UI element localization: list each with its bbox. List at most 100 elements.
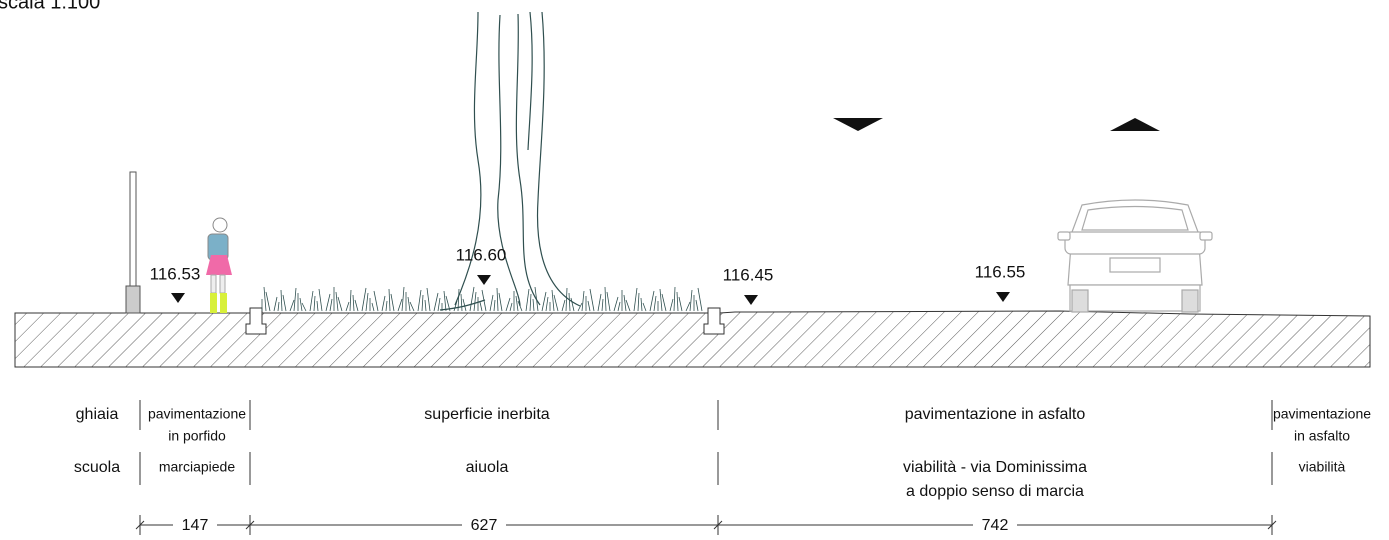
grass-blade xyxy=(401,286,405,312)
grass-blade xyxy=(640,297,643,312)
grass-blade xyxy=(633,287,638,312)
dimension-label-bg xyxy=(973,515,1017,535)
use-label: scuola xyxy=(74,459,120,476)
grass-blade xyxy=(280,289,283,312)
grass-blade xyxy=(589,288,595,312)
grass-blade xyxy=(293,287,297,312)
grass-blade xyxy=(642,302,647,312)
grass-blade xyxy=(505,297,511,312)
elevation-label: 116.60 xyxy=(456,245,507,264)
grass-blade xyxy=(509,302,513,312)
grass-blade xyxy=(613,296,619,312)
elevation-marker xyxy=(744,295,758,305)
grass-blade xyxy=(695,299,699,312)
grass-blade xyxy=(493,299,496,312)
grass-blade xyxy=(669,298,674,312)
grass-blade xyxy=(649,290,655,312)
grass-blade xyxy=(689,289,693,312)
grass-blade xyxy=(309,290,314,312)
grass-blade xyxy=(551,289,555,312)
dimension-tick xyxy=(1267,520,1277,530)
dimension-tick xyxy=(135,520,145,530)
elevation-label: 116.45 xyxy=(723,265,774,284)
use-label: viabilità xyxy=(1299,459,1346,475)
grass-blade xyxy=(601,298,604,312)
grass-blade xyxy=(385,300,388,312)
grass-blade xyxy=(388,288,391,312)
grass-blade xyxy=(282,294,287,312)
elevation-label: 116.53 xyxy=(150,264,201,283)
pole-base xyxy=(125,285,141,314)
grass-blade xyxy=(685,301,691,312)
grass-blade xyxy=(417,289,422,312)
grass-blade xyxy=(424,299,427,312)
grass-blade xyxy=(462,298,467,312)
grass-blade xyxy=(473,291,477,312)
grass-blade xyxy=(352,294,355,312)
grass-blade xyxy=(697,287,703,312)
dimension-label-bg xyxy=(173,515,217,535)
grass-blade xyxy=(299,297,303,312)
grass-blade xyxy=(570,297,575,312)
person xyxy=(206,217,232,313)
grass-blade xyxy=(361,287,367,312)
grass-blade xyxy=(673,286,676,312)
grass-blade xyxy=(625,299,631,312)
grass-blade xyxy=(661,293,667,312)
grass-blade xyxy=(263,286,267,312)
tree-trunk xyxy=(439,11,581,311)
grass-blade xyxy=(354,299,359,312)
grass-blade xyxy=(498,292,503,312)
grass-blade xyxy=(301,302,307,312)
grass-blade xyxy=(534,286,539,312)
elevation-marker xyxy=(996,292,1010,302)
grass-blade xyxy=(623,294,627,312)
grass-blade xyxy=(426,287,431,312)
material-label: in asfalto xyxy=(1294,428,1350,444)
direction-arrow xyxy=(833,118,883,131)
elevation-label: 116.55 xyxy=(975,262,1026,281)
grass-blade xyxy=(568,292,571,312)
grass-blade xyxy=(345,301,350,312)
curb xyxy=(245,307,267,335)
material-label: pavimentazione xyxy=(148,406,246,422)
dimension-label-bg xyxy=(462,515,506,535)
grass-blade xyxy=(525,288,530,312)
material-label: pavimentazione in asfalto xyxy=(905,406,1086,423)
grass-blade xyxy=(373,290,379,312)
grass-blade xyxy=(496,287,499,312)
grass-blade xyxy=(515,295,519,312)
grass-blade xyxy=(532,298,535,312)
grass-blade xyxy=(453,300,458,312)
use-label: viabilità - via Dominissima xyxy=(903,459,1087,476)
grass-blade xyxy=(371,302,375,312)
grass-blade xyxy=(545,296,549,312)
grass-blade xyxy=(313,295,316,312)
grass-blade xyxy=(335,291,339,312)
ground-section xyxy=(14,310,1371,368)
grass-blade xyxy=(325,293,331,312)
grass-blade xyxy=(407,296,411,312)
scale-label: scala 1:100 xyxy=(0,0,100,13)
dimension-tick xyxy=(245,520,255,530)
grass-blade xyxy=(517,300,523,312)
grass-blade xyxy=(597,293,602,312)
grass-blade xyxy=(381,295,386,312)
grass-blade xyxy=(479,301,483,312)
grass-blade xyxy=(676,291,679,312)
dimension-tick xyxy=(713,520,723,530)
grass-blade xyxy=(565,287,568,312)
grass-blade xyxy=(581,290,585,312)
grass-blade xyxy=(606,291,611,312)
grass-blade xyxy=(529,293,532,312)
direction-arrow xyxy=(1110,118,1160,131)
grass-blade xyxy=(469,286,475,312)
grass-blade xyxy=(390,293,395,312)
grass-blade xyxy=(397,298,403,312)
use-label: marciapiede xyxy=(159,459,235,475)
grass xyxy=(261,286,703,312)
grass-blade xyxy=(678,296,683,312)
dimension-label: 742 xyxy=(982,517,1009,534)
grass-blade xyxy=(541,291,547,312)
grass-blade xyxy=(481,289,487,312)
